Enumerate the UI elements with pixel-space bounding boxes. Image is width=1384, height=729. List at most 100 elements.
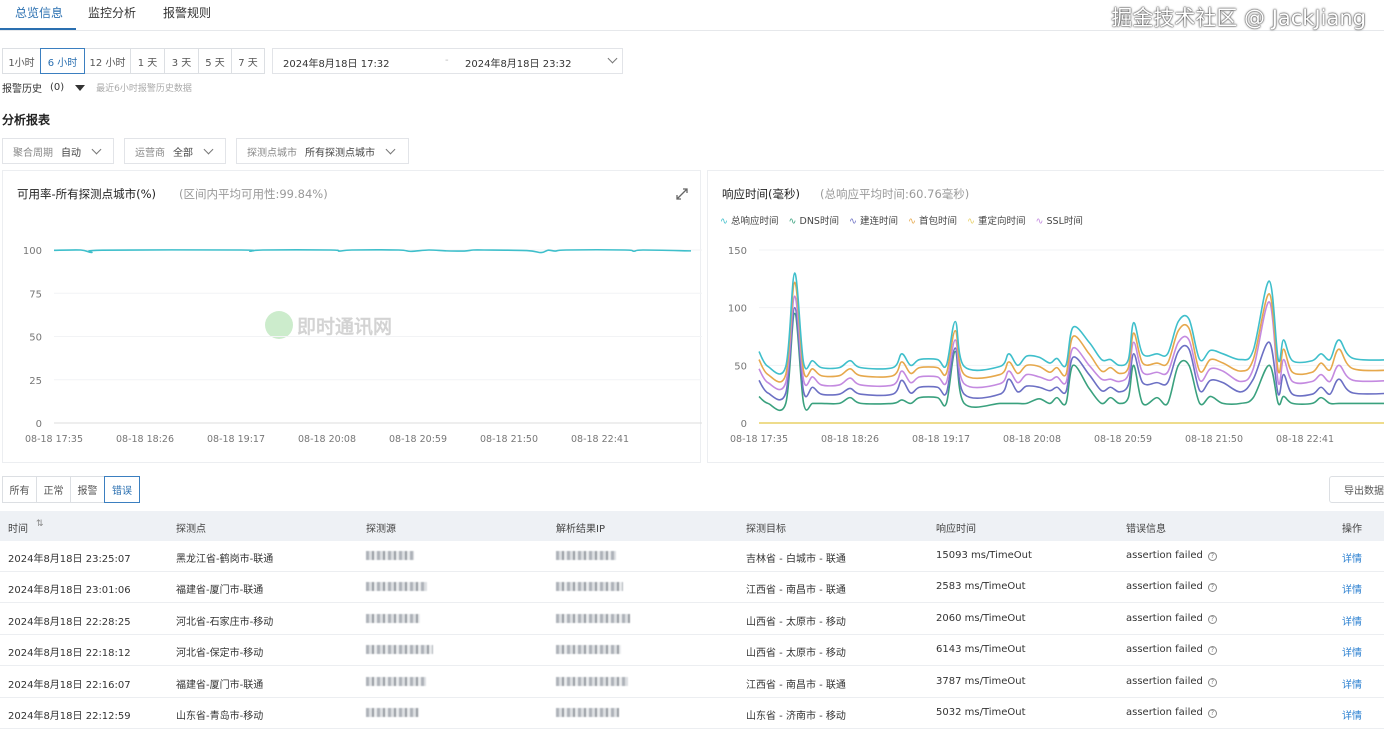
carrier-select[interactable]: 运营商 全部	[124, 138, 226, 164]
details-link[interactable]: 详情	[1342, 679, 1362, 691]
sort-icon[interactable]: ⇅	[36, 519, 44, 529]
cell-response-time: 3787 ms/TimeOut	[936, 675, 1026, 687]
watermark-logo: 即时通讯网	[265, 311, 392, 339]
watermark-text: 掘金技术社区 @ JackJiang	[1111, 6, 1366, 30]
series-line	[758, 312, 1384, 412]
help-icon[interactable]: ?	[1207, 709, 1217, 718]
cell-time: 2024年8月18日 23:25:07	[8, 554, 131, 565]
x-tick-label: 08-18 20:59	[389, 434, 447, 445]
alert-history-count: (0)	[50, 82, 65, 93]
cell-target: 江西省 - 南昌市 - 联通	[746, 679, 846, 691]
chevron-down-icon[interactable]	[607, 53, 618, 64]
chevron-down-icon	[203, 144, 214, 154]
x-tick-label: 08-18 18:26	[116, 434, 174, 445]
range-5d-button[interactable]: 5 天	[198, 48, 232, 74]
chart-subtitle: (区间内平均可用性:99.84%)	[179, 187, 328, 201]
range-3d-button[interactable]: 3 天	[164, 48, 199, 74]
error-text: assertion failed	[1126, 675, 1203, 687]
x-tick-label: 08-18 20:59	[1094, 434, 1152, 445]
error-text: assertion failed	[1126, 612, 1203, 624]
x-tick-label: 08-18 20:08	[1003, 434, 1061, 445]
cell-response-time: 2060 ms/TimeOut	[936, 612, 1026, 624]
legend-label: 建连时间	[859, 216, 898, 227]
tab-overview[interactable]: 总览信息	[15, 6, 64, 20]
details-link[interactable]: 详情	[1342, 711, 1362, 722]
legend-label: SSL时间	[1046, 216, 1083, 227]
legend-item[interactable]: ∿ 首包时间	[908, 213, 957, 227]
legend-line-icon: ∿	[848, 216, 857, 227]
cell-probe: 福建省-厦门市-联通	[176, 679, 264, 691]
tab-bar: 总览信息 监控分析 报警规则	[0, 0, 1384, 31]
range-7d-button[interactable]: 7 天	[231, 48, 265, 74]
legend-item[interactable]: ∿ 总响应时间	[720, 213, 779, 227]
expand-icon[interactable]	[675, 187, 689, 201]
x-tick-label: 08-18 17:35	[25, 434, 83, 445]
details-link[interactable]: 详情	[1342, 585, 1362, 597]
caret-down-icon[interactable]	[75, 84, 86, 91]
y-tick-label: 100	[23, 246, 42, 257]
date-range-picker[interactable]: 2024年8月18日 17:32 - 2024年8月18日 23:32	[272, 48, 623, 74]
x-tick-label: 08-18 19:17	[207, 434, 265, 445]
cell-probe: 河北省-石家庄市-移动	[176, 616, 274, 628]
y-tick-label: 25	[29, 376, 42, 387]
help-icon[interactable]: ?	[1207, 583, 1217, 593]
watermark-logo-text: 即时通讯网	[297, 315, 393, 338]
legend-line-icon: ∿	[967, 216, 975, 227]
legend-item[interactable]: ∿ 重定向时间	[967, 213, 1026, 227]
details-link[interactable]: 详情	[1342, 554, 1362, 565]
y-tick-label: 100	[728, 304, 747, 315]
legend-item[interactable]: ∿ 建连时间	[849, 213, 898, 227]
filter-error[interactable]: 错误	[104, 476, 140, 503]
cell-ip-redacted	[556, 551, 616, 560]
table-row: 2024年8月18日 22:18:12 河北省-保定市-移动 山西省 - 太原市…	[0, 635, 1384, 667]
range-6h-button[interactable]: 6 小时	[40, 48, 85, 74]
export-data-button[interactable]: 导出数据	[1329, 476, 1384, 503]
x-tick-label: 08-18 22:41	[571, 434, 629, 445]
col-time[interactable]: 时间	[8, 524, 28, 535]
range-1h-button[interactable]: 1小时	[2, 48, 41, 74]
probe-city-select[interactable]: 探测点城市 所有探测点城市	[236, 138, 409, 164]
col-response-time: 响应时间	[936, 524, 976, 535]
y-tick-label: 0	[36, 419, 42, 430]
chevron-down-icon	[91, 144, 102, 154]
details-link[interactable]: 详情	[1342, 648, 1362, 660]
tab-monitor-analysis[interactable]: 监控分析	[88, 6, 137, 20]
filter-all[interactable]: 所有	[2, 476, 37, 503]
filter-alert[interactable]: 报警	[70, 476, 105, 503]
help-icon[interactable]: ?	[1207, 614, 1217, 624]
range-12h-button[interactable]: 12 小时	[84, 48, 131, 74]
cell-error: assertion failed?	[1126, 707, 1217, 718]
series-line	[758, 306, 1384, 401]
aggregation-period-select[interactable]: 聚合周期 自动	[2, 138, 114, 164]
cell-error: assertion failed?	[1126, 644, 1217, 656]
cell-error: assertion failed?	[1126, 613, 1217, 624]
y-tick-label: 0	[741, 419, 747, 430]
tab-alert-rules[interactable]: 报警规则	[163, 6, 212, 20]
x-tick-label: 08-18 19:17	[912, 434, 970, 445]
filter-value: 全部	[173, 147, 193, 159]
col-error-info: 错误信息	[1126, 524, 1166, 535]
filter-normal[interactable]: 正常	[36, 476, 71, 503]
alert-history-hint: 最近6小时报警历史数据	[96, 84, 192, 94]
cell-time: 2024年8月18日 22:12:59	[8, 711, 131, 722]
legend-item[interactable]: ∿ DNS时间	[789, 213, 839, 227]
alert-history-label: 报警历史	[2, 84, 42, 95]
help-icon[interactable]: ?	[1207, 677, 1217, 687]
help-icon[interactable]: ?	[1207, 552, 1217, 561]
details-link[interactable]: 详情	[1342, 616, 1362, 628]
range-1d-button[interactable]: 1 天	[130, 48, 165, 74]
x-tick-label: 08-18 17:35	[730, 434, 788, 445]
x-tick-label: 08-18 21:50	[1185, 434, 1243, 445]
help-icon[interactable]: ?	[1207, 646, 1217, 656]
availability-chart-card: 可用率-所有探测点城市(%) (区间内平均可用性:99.84%) 即时通讯网 0…	[2, 170, 702, 463]
table-header: 时间 ⇅ 探测点 探测源 解析结果IP 探测目标 响应时间 错误信息 操作	[0, 511, 1384, 541]
cell-ip-redacted	[556, 582, 623, 592]
chevron-down-icon	[385, 144, 396, 154]
cell-ip-redacted	[556, 613, 630, 623]
x-tick-label: 08-18 21:50	[480, 434, 538, 445]
x-tick-label: 08-18 22:41	[1276, 434, 1334, 445]
table-row: 2024年8月18日 23:01:06 福建省-厦门市-联通 江西省 - 南昌市…	[0, 572, 1384, 604]
cell-target: 山西省 - 太原市 - 移动	[746, 616, 846, 628]
legend-line-icon: ∿	[788, 216, 797, 227]
legend-item[interactable]: ∿ SSL时间	[1036, 213, 1083, 227]
